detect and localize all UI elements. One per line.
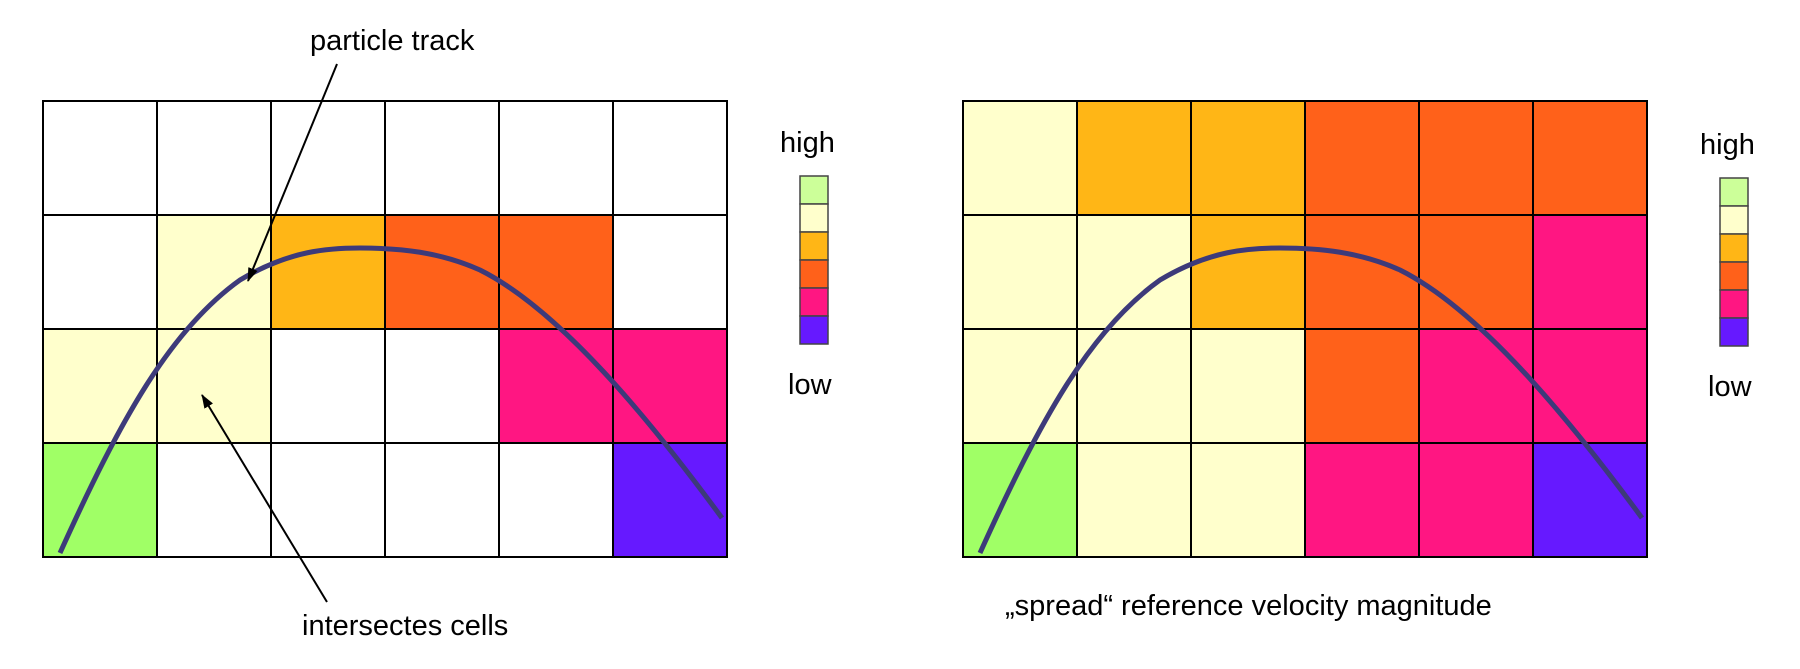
right-caption: „spread“ reference velocity magnitude — [1005, 590, 1492, 622]
left-cell-r3-c0 — [42, 442, 158, 558]
arrow-intersected-cells — [201, 394, 328, 603]
left-legend-swatch-3 — [799, 259, 829, 289]
left-cell-r1-c4 — [498, 214, 614, 330]
right-cell-r1-c5 — [1532, 214, 1648, 330]
right-cell-r1-c4 — [1418, 214, 1534, 330]
left-legend-swatch-0 — [799, 175, 829, 205]
left-cell-r1-c5 — [612, 214, 728, 330]
right-grid — [962, 100, 1648, 558]
right-cell-r2-c2 — [1190, 328, 1306, 444]
left-legend-swatch-2 — [799, 231, 829, 261]
left-cell-r2-c5 — [612, 328, 728, 444]
right-cell-r0-c2 — [1190, 100, 1306, 216]
right-legend-low-label: low — [1708, 371, 1753, 403]
right-legend-swatch-5 — [1719, 317, 1749, 347]
right-cell-r2-c0 — [962, 328, 1078, 444]
left-legend-swatch-1 — [799, 203, 829, 233]
left-legend-low-label: low — [788, 369, 833, 401]
left-cell-r0-c0 — [42, 100, 158, 216]
right-cell-r3-c0 — [962, 442, 1078, 558]
right-cell-r0-c3 — [1304, 100, 1420, 216]
left-cell-r2-c3 — [384, 328, 500, 444]
left-particle-track — [57, 245, 725, 555]
right-cell-r1-c0 — [962, 214, 1078, 330]
right-cell-r3-c4 — [1418, 442, 1534, 558]
left-legend-swatch-4 — [799, 287, 829, 317]
left-cell-r2-c1 — [156, 328, 272, 444]
right-cell-r3-c3 — [1304, 442, 1420, 558]
right-legend-swatch-1 — [1719, 205, 1749, 235]
arrow-particle-track — [247, 63, 338, 282]
left-cell-r2-c0 — [42, 328, 158, 444]
left-cell-r3-c4 — [498, 442, 614, 558]
left-cell-r1-c0 — [42, 214, 158, 330]
right-legend-high-label: high — [1700, 129, 1755, 161]
right-particle-track — [977, 245, 1645, 555]
left-cell-r0-c1 — [156, 100, 272, 216]
right-legend — [1719, 177, 1749, 347]
left-grid — [42, 100, 728, 558]
left-cell-r0-c4 — [498, 100, 614, 216]
annotation-intersected-cells: intersectes cells — [302, 610, 508, 642]
left-cell-r3-c3 — [384, 442, 500, 558]
left-cell-r0-c3 — [384, 100, 500, 216]
right-cell-r0-c5 — [1532, 100, 1648, 216]
right-cell-r0-c1 — [1076, 100, 1192, 216]
right-cell-r0-c4 — [1418, 100, 1534, 216]
left-cell-r2-c2 — [270, 328, 386, 444]
right-cell-r2-c5 — [1532, 328, 1648, 444]
right-legend-swatch-0 — [1719, 177, 1749, 207]
left-legend — [799, 175, 829, 345]
right-cell-r2-c4 — [1418, 328, 1534, 444]
left-legend-swatch-5 — [799, 315, 829, 345]
left-cell-r0-c2 — [270, 100, 386, 216]
left-cell-r3-c2 — [270, 442, 386, 558]
left-cell-r1-c2 — [270, 214, 386, 330]
left-cell-r3-c1 — [156, 442, 272, 558]
left-cell-r0-c5 — [612, 100, 728, 216]
right-cell-r0-c0 — [962, 100, 1078, 216]
right-cell-r1-c2 — [1190, 214, 1306, 330]
right-legend-swatch-2 — [1719, 233, 1749, 263]
left-cell-r2-c4 — [498, 328, 614, 444]
right-cell-r2-c3 — [1304, 328, 1420, 444]
left-legend-high-label: high — [780, 127, 835, 159]
right-cell-r3-c1 — [1076, 442, 1192, 558]
right-cell-r3-c2 — [1190, 442, 1306, 558]
right-legend-swatch-3 — [1719, 261, 1749, 291]
right-legend-swatch-4 — [1719, 289, 1749, 319]
annotation-particle-track: particle track — [310, 25, 475, 57]
